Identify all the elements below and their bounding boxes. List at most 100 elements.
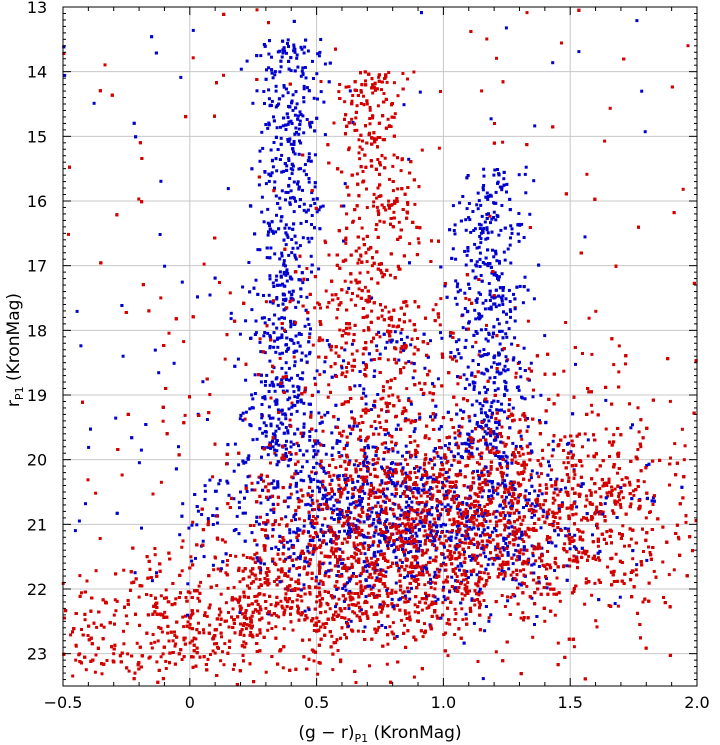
red-point <box>78 574 82 578</box>
red-point <box>149 641 153 645</box>
red-point <box>206 657 210 661</box>
red-point <box>183 614 187 618</box>
red-point <box>424 551 428 555</box>
red-point <box>271 534 274 538</box>
red-point <box>525 11 529 15</box>
red-point <box>525 584 529 588</box>
red-point <box>445 621 449 625</box>
red-point <box>560 505 564 509</box>
red-point <box>303 519 306 523</box>
red-point <box>188 622 192 626</box>
blue-point <box>218 478 222 482</box>
red-point <box>412 70 416 74</box>
blue-point <box>437 427 441 431</box>
blue-point <box>469 558 473 562</box>
blue-point <box>476 191 480 195</box>
red-point <box>164 659 168 663</box>
red-point <box>379 163 382 167</box>
red-point <box>264 300 268 304</box>
red-point <box>623 544 626 548</box>
blue-point <box>434 533 438 536</box>
red-point <box>453 633 457 636</box>
red-point <box>93 670 97 674</box>
red-point <box>296 578 300 582</box>
red-point <box>336 586 340 590</box>
red-point <box>248 474 252 478</box>
red-point <box>330 487 334 491</box>
red-point <box>558 490 562 493</box>
blue-point <box>361 489 365 493</box>
red-point <box>448 518 452 522</box>
red-point <box>460 541 464 544</box>
blue-point <box>400 560 404 564</box>
red-point <box>258 556 262 560</box>
red-point <box>359 102 363 105</box>
red-point <box>388 522 392 526</box>
red-point <box>163 610 167 614</box>
red-point <box>500 594 504 597</box>
red-point <box>375 461 379 465</box>
data-points <box>61 8 698 687</box>
red-point <box>470 514 474 518</box>
red-point <box>171 639 175 643</box>
red-point <box>418 565 422 569</box>
blue-point <box>433 544 437 548</box>
red-point <box>202 631 206 635</box>
red-point <box>430 580 434 584</box>
red-point <box>482 473 486 477</box>
red-point <box>366 298 370 302</box>
red-point <box>378 421 382 425</box>
blue-point <box>417 502 421 506</box>
red-point <box>501 441 505 445</box>
red-point <box>583 432 587 436</box>
blue-point <box>523 275 527 279</box>
red-point <box>344 85 348 89</box>
blue-point <box>510 461 514 465</box>
red-point <box>601 484 605 488</box>
red-point <box>427 437 431 441</box>
red-point <box>358 271 362 275</box>
blue-point <box>285 389 289 393</box>
red-point <box>254 577 258 581</box>
red-point <box>290 519 294 523</box>
blue-point <box>429 581 432 585</box>
blue-point <box>405 500 409 504</box>
red-point <box>311 515 315 518</box>
red-point <box>256 609 259 613</box>
blue-point <box>299 45 303 49</box>
blue-point <box>500 272 504 276</box>
red-point <box>406 203 410 206</box>
red-point <box>574 512 578 516</box>
red-point <box>636 406 640 410</box>
red-point <box>244 627 248 631</box>
red-point <box>677 537 681 541</box>
blue-point <box>487 419 491 423</box>
blue-point <box>486 339 490 343</box>
red-point <box>673 442 677 446</box>
red-point <box>155 660 159 664</box>
red-point <box>374 631 378 634</box>
red-point <box>378 483 382 487</box>
red-point <box>572 554 576 558</box>
red-point <box>188 641 192 645</box>
red-point <box>504 505 508 508</box>
red-point <box>541 503 545 507</box>
red-point <box>555 511 559 515</box>
red-point <box>501 140 505 144</box>
red-point <box>493 548 497 552</box>
red-point <box>464 496 467 500</box>
red-point <box>585 172 589 176</box>
blue-point <box>273 339 277 343</box>
red-point <box>464 617 468 621</box>
red-point <box>461 618 465 622</box>
blue-point <box>536 494 540 498</box>
blue-point <box>481 230 485 234</box>
red-point <box>202 262 206 266</box>
red-point <box>329 348 333 352</box>
red-point <box>556 393 560 397</box>
red-point <box>237 600 240 604</box>
red-point <box>488 519 492 523</box>
red-point <box>390 588 394 592</box>
red-point <box>258 337 262 341</box>
blue-point <box>481 301 485 305</box>
